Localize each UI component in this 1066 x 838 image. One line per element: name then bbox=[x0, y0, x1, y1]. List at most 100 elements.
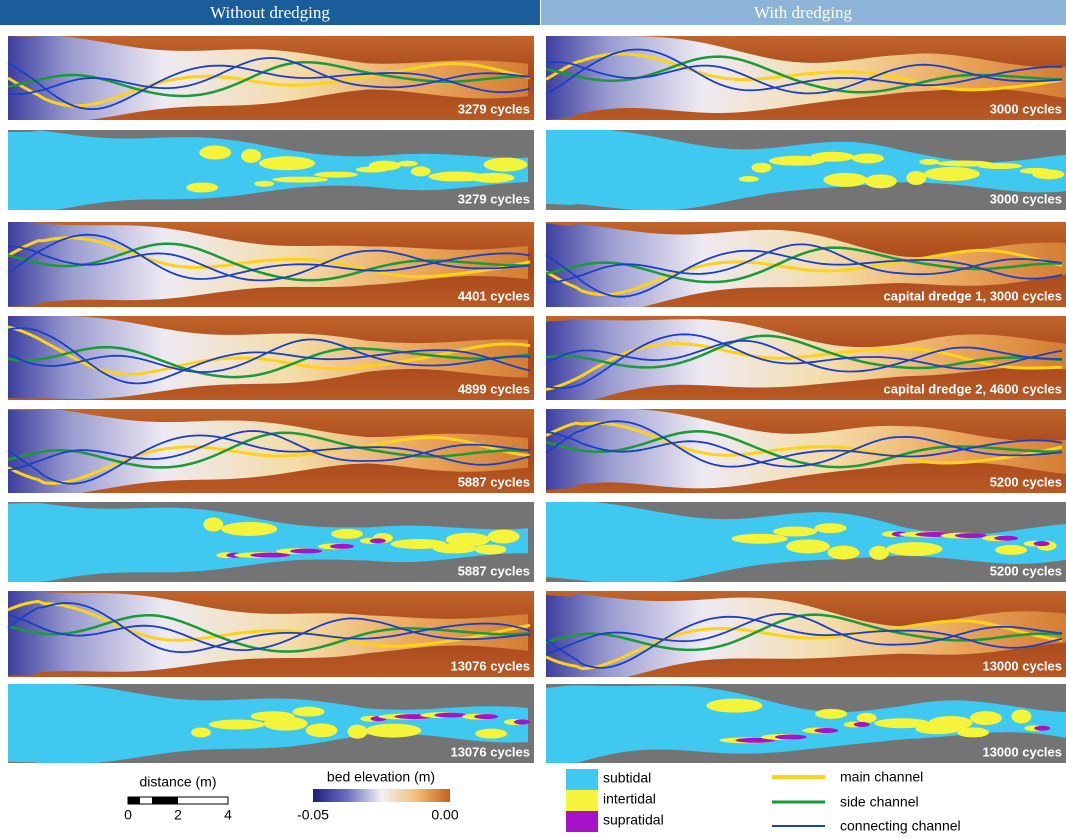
intertidal-patch bbox=[410, 166, 431, 177]
channel-body bbox=[546, 36, 1066, 120]
intertidal-patch bbox=[190, 727, 211, 738]
channel-line bbox=[7, 62, 531, 108]
panel-label: 5887 cycles bbox=[458, 563, 530, 578]
panel: capital dredge 2, 4600 cycles bbox=[545, 316, 1066, 400]
channel-body bbox=[8, 409, 528, 493]
channel-line bbox=[7, 599, 531, 648]
intertidal-patch bbox=[823, 172, 868, 187]
intertidal-patch bbox=[365, 723, 422, 738]
intertidal-patch bbox=[221, 521, 278, 536]
panel-label: 5200 cycles bbox=[990, 563, 1062, 578]
colorbar-label: -0.05 bbox=[297, 807, 329, 823]
channel-line bbox=[545, 48, 1063, 95]
channel-line bbox=[545, 615, 1063, 669]
channel-body bbox=[8, 222, 528, 307]
channel-line bbox=[7, 236, 531, 279]
intertidal-patch bbox=[254, 180, 275, 187]
intertidal-patch bbox=[995, 544, 1028, 555]
intertidal-patch bbox=[868, 545, 889, 560]
channel-line bbox=[7, 614, 531, 653]
supratidal-patch bbox=[853, 721, 870, 727]
panel-label: 3279 cycles bbox=[458, 191, 530, 206]
supratidal-patch bbox=[513, 719, 530, 725]
supratidal-patch bbox=[329, 543, 354, 549]
intertidal-patch bbox=[313, 171, 358, 178]
intertidal-patch bbox=[851, 153, 884, 164]
channel-body bbox=[546, 593, 1066, 677]
header-bar bbox=[541, 0, 1066, 25]
channel-body bbox=[546, 685, 1066, 763]
intertidal-patch bbox=[785, 539, 830, 554]
channel-line bbox=[7, 431, 531, 469]
channel-line bbox=[545, 619, 1063, 671]
channel-line bbox=[545, 420, 1063, 468]
panels: 3279 cycles 3279 cycles 4401 cycles 4899 cy… bbox=[7, 36, 1066, 763]
supratidal-patch bbox=[474, 714, 499, 720]
intertidal-patch bbox=[428, 171, 485, 182]
intertidal-patch bbox=[856, 712, 877, 723]
intertidal-patch bbox=[815, 708, 848, 719]
panel: 3279 cycles bbox=[8, 130, 534, 210]
supratidal-patch bbox=[290, 548, 323, 554]
scale-bar bbox=[152, 797, 178, 804]
panel-label: 3000 cycles bbox=[990, 101, 1062, 116]
header-bar bbox=[0, 0, 540, 25]
supratidal-patch bbox=[774, 734, 807, 740]
scale-bar bbox=[128, 797, 140, 804]
panel-label: 13076 cycles bbox=[450, 658, 530, 673]
intertidal-patch bbox=[445, 532, 490, 547]
zone-label: intertidal bbox=[603, 791, 656, 807]
intertidal-patch bbox=[978, 163, 1023, 170]
panel: 13000 cycles bbox=[545, 591, 1066, 677]
intertidal-patch bbox=[432, 543, 477, 554]
intertidal-patch bbox=[474, 544, 507, 555]
channel-body bbox=[8, 502, 528, 582]
channel-line bbox=[545, 431, 1063, 468]
channel-line bbox=[7, 56, 531, 96]
panel-label: 4401 cycles bbox=[458, 288, 530, 303]
channel-body bbox=[8, 36, 528, 120]
panel-label: 4899 cycles bbox=[458, 381, 530, 396]
intertidal-patch bbox=[768, 155, 825, 166]
supratidal-patch bbox=[250, 552, 291, 558]
channel-line bbox=[545, 339, 1063, 373]
intertidal-patch bbox=[957, 727, 990, 738]
scale-title: distance (m) bbox=[139, 774, 216, 790]
intertidal-patch bbox=[906, 170, 927, 185]
intertidal-patch bbox=[241, 148, 262, 163]
panel: 5887 cycles bbox=[8, 502, 534, 582]
supratidal-patch bbox=[954, 533, 987, 539]
panel: 3000 cycles bbox=[546, 130, 1066, 210]
channel-line bbox=[7, 436, 531, 485]
zone-swatch bbox=[566, 811, 598, 832]
intertidal-patch bbox=[1011, 709, 1032, 724]
channel-line bbox=[7, 434, 531, 485]
intertidal-patch bbox=[810, 151, 855, 162]
channel-label: side channel bbox=[840, 794, 919, 810]
supratidal-patch bbox=[994, 535, 1019, 541]
zone-label: subtidal bbox=[603, 770, 651, 786]
intertidal-patch bbox=[259, 156, 316, 171]
intertidal-patch bbox=[773, 526, 818, 537]
channel-line bbox=[7, 613, 531, 652]
intertidal-patch bbox=[347, 724, 368, 739]
supratidal-patch bbox=[814, 728, 839, 734]
intertidal-patch bbox=[250, 711, 295, 722]
panel-label: 3000 cycles bbox=[990, 191, 1062, 206]
panel-label: capital dredge 2, 4600 cycles bbox=[884, 381, 1063, 396]
channel-line bbox=[545, 249, 1063, 298]
intertidal-patch bbox=[272, 176, 329, 183]
channel-body bbox=[546, 409, 1066, 491]
intertidal-patch bbox=[738, 175, 759, 182]
channel-line bbox=[7, 233, 531, 280]
channel-line bbox=[7, 430, 531, 472]
zone-swatch bbox=[566, 769, 598, 790]
zone-label: supratidal bbox=[603, 812, 664, 828]
panel: capital dredge 1, 3000 cycles bbox=[545, 222, 1066, 307]
panel: 4899 cycles bbox=[7, 316, 534, 400]
intertidal-patch bbox=[331, 528, 364, 539]
supratidal-patch bbox=[369, 538, 386, 544]
supratidal-patch bbox=[735, 737, 776, 743]
intertidal-patch bbox=[305, 723, 338, 738]
panel-label: 3279 cycles bbox=[458, 101, 530, 116]
